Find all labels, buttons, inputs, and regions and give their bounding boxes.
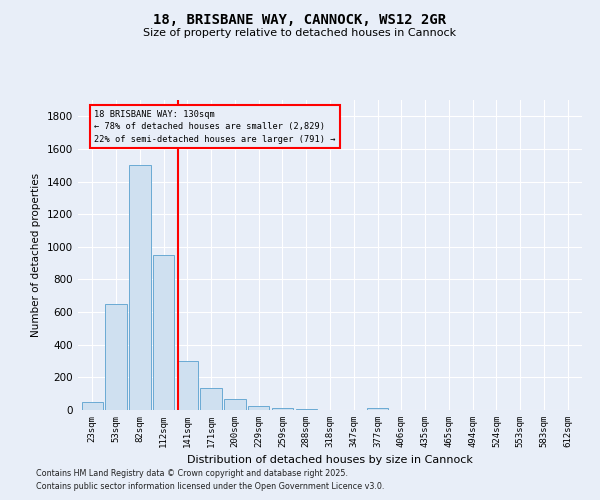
Text: 18 BRISBANE WAY: 130sqm
← 78% of detached houses are smaller (2,829)
22% of semi: 18 BRISBANE WAY: 130sqm ← 78% of detache…	[94, 110, 335, 144]
Bar	[224, 400, 245, 410]
Bar	[296, 409, 317, 410]
Text: Contains public sector information licensed under the Open Government Licence v3: Contains public sector information licen…	[36, 482, 385, 491]
Bar	[106, 304, 127, 410]
Bar	[153, 255, 174, 410]
Bar	[176, 361, 198, 410]
Y-axis label: Number of detached properties: Number of detached properties	[31, 173, 41, 337]
Bar	[248, 406, 269, 410]
Text: Size of property relative to detached houses in Cannock: Size of property relative to detached ho…	[143, 28, 457, 38]
X-axis label: Distribution of detached houses by size in Cannock: Distribution of detached houses by size …	[187, 456, 473, 466]
Bar	[129, 166, 151, 410]
Bar	[272, 408, 293, 410]
Text: Contains HM Land Registry data © Crown copyright and database right 2025.: Contains HM Land Registry data © Crown c…	[36, 468, 348, 477]
Bar	[82, 402, 103, 410]
Text: 18, BRISBANE WAY, CANNOCK, WS12 2GR: 18, BRISBANE WAY, CANNOCK, WS12 2GR	[154, 12, 446, 26]
Bar	[200, 388, 222, 410]
Bar	[367, 408, 388, 410]
